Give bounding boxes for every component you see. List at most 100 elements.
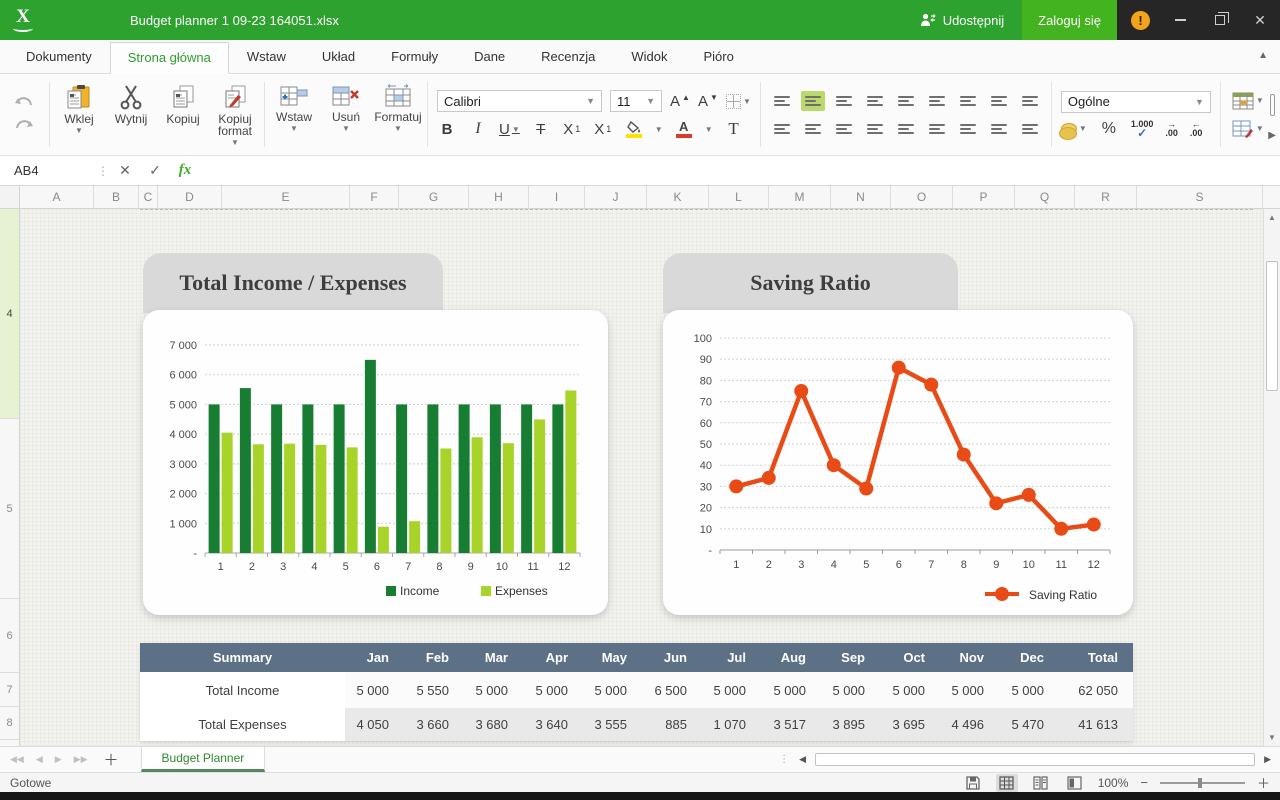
- table-header-nov[interactable]: Nov: [940, 643, 999, 672]
- decrease-indent-button[interactable]: [987, 119, 1011, 139]
- row-header-8[interactable]: 8: [0, 707, 19, 740]
- zoom-slider[interactable]: [1160, 782, 1245, 784]
- table-cell[interactable]: 5 000: [880, 672, 940, 708]
- fill-color-button[interactable]: [624, 121, 644, 138]
- table-cell[interactable]: 3 555: [583, 708, 642, 741]
- zoom-in-button[interactable]: ＋: [1257, 773, 1270, 792]
- subscript-button[interactable]: X1: [562, 119, 582, 139]
- increase-font-button[interactable]: A▲: [670, 91, 690, 111]
- menu-tab-wstaw[interactable]: Wstaw: [229, 41, 304, 73]
- menu-tab-widok[interactable]: Widok: [613, 41, 685, 73]
- text-direction-button[interactable]: [1018, 91, 1042, 111]
- table-header-summary[interactable]: Summary: [140, 643, 345, 672]
- scroll-right-icon[interactable]: ▶: [1261, 754, 1274, 765]
- sheet-tab-budget-planner[interactable]: Budget Planner: [141, 747, 266, 772]
- increase-indent-button[interactable]: [1018, 119, 1042, 139]
- undo-icon[interactable]: [14, 97, 34, 110]
- table-cell[interactable]: 3 695: [880, 708, 940, 741]
- table-style-button[interactable]: ▼: [1232, 91, 1264, 111]
- menu-tab-strona-glowna[interactable]: Strona główna: [110, 42, 229, 74]
- vertical-scrollbar[interactable]: ▲ ▼: [1263, 209, 1280, 746]
- saving-ratio-chart-card[interactable]: -102030405060708090100123456789101112Sav…: [663, 310, 1133, 615]
- table-cell[interactable]: 3 517: [761, 708, 821, 741]
- scroll-up-icon[interactable]: ▲: [1264, 209, 1280, 226]
- align-middle-button[interactable]: [801, 91, 825, 111]
- scrollbar-splitter[interactable]: ⋮: [779, 754, 790, 765]
- first-sheet-icon[interactable]: ◀◀: [0, 754, 30, 765]
- page-layout-view-icon[interactable]: [1030, 774, 1052, 792]
- table-cell[interactable]: 5 000: [583, 672, 642, 708]
- menu-tab-recenzja[interactable]: Recenzja: [523, 41, 613, 73]
- table-cell[interactable]: 6 500: [642, 672, 702, 708]
- column-header-o[interactable]: O: [891, 186, 953, 208]
- row-header-7[interactable]: 7: [0, 673, 19, 707]
- next-sheet-icon[interactable]: ▶: [49, 754, 68, 765]
- table-header-feb[interactable]: Feb: [404, 643, 464, 672]
- strikethrough-button[interactable]: T: [531, 119, 551, 139]
- fill-color-caret-icon[interactable]: ▼: [655, 125, 663, 134]
- underline-button[interactable]: U▼: [499, 119, 520, 139]
- format-painter-button[interactable]: Kopiuj format ▼: [209, 78, 261, 151]
- number-format-select[interactable]: Ogólne ▼: [1061, 91, 1211, 113]
- minimize-button[interactable]: [1160, 0, 1200, 40]
- conditional-format-button[interactable]: ▼: [1232, 119, 1264, 139]
- row-label-total-expenses[interactable]: Total Expenses: [140, 708, 345, 741]
- table-cell[interactable]: 62 050: [1059, 672, 1133, 708]
- increase-decimal-button[interactable]: → .00: [1165, 120, 1178, 138]
- copy-button[interactable]: Kopiuj: [157, 78, 209, 151]
- column-header-p[interactable]: P: [953, 186, 1015, 208]
- column-header-f[interactable]: F: [350, 186, 399, 208]
- zoom-out-button[interactable]: −: [1140, 775, 1148, 790]
- expand-panel-icon[interactable]: ▶: [1268, 130, 1276, 141]
- redo-icon[interactable]: [14, 120, 34, 133]
- table-header-apr[interactable]: Apr: [523, 643, 583, 672]
- align-left-button[interactable]: [770, 119, 794, 139]
- distributed-button[interactable]: [925, 119, 949, 139]
- table-cell[interactable]: 5 550: [404, 672, 464, 708]
- namebox-splitter[interactable]: ⋮: [96, 164, 110, 178]
- table-header-oct[interactable]: Oct: [880, 643, 940, 672]
- column-header-l[interactable]: L: [709, 186, 769, 208]
- table-cell[interactable]: 3 680: [464, 708, 523, 741]
- page-break-view-icon[interactable]: [1064, 774, 1086, 792]
- italic-button[interactable]: I: [468, 119, 488, 139]
- warning-badge-icon[interactable]: !: [1131, 11, 1150, 30]
- column-header-g[interactable]: G: [399, 186, 469, 208]
- align-bottom-button[interactable]: [832, 91, 856, 111]
- font-color-button[interactable]: A: [674, 120, 694, 138]
- save-view-icon[interactable]: [962, 774, 984, 792]
- table-cell[interactable]: 5 000: [761, 672, 821, 708]
- menu-tab-dokumenty[interactable]: Dokumenty: [8, 41, 110, 73]
- column-header-j[interactable]: J: [585, 186, 647, 208]
- table-header-may[interactable]: May: [583, 643, 642, 672]
- insert-cells-button[interactable]: Wstaw ▼: [268, 78, 320, 151]
- merge-cells-button[interactable]: [987, 91, 1011, 111]
- justify-button[interactable]: [894, 119, 918, 139]
- side-panel-strip-icon[interactable]: [1270, 94, 1275, 116]
- vertical-scroll-thumb[interactable]: [1266, 261, 1278, 391]
- share-button[interactable]: Udostępnij: [902, 0, 1022, 40]
- confirm-entry-icon[interactable]: ✓: [140, 162, 170, 179]
- table-cell[interactable]: 3 895: [821, 708, 880, 741]
- superscript-button[interactable]: X1: [593, 119, 613, 139]
- table-cell[interactable]: 1 070: [702, 708, 761, 741]
- scroll-left-icon[interactable]: ◀: [796, 754, 809, 765]
- row-header-5[interactable]: 5: [0, 419, 19, 599]
- column-header-m[interactable]: M: [769, 186, 831, 208]
- text-effects-button[interactable]: T: [724, 119, 744, 139]
- align-right-button[interactable]: [832, 119, 856, 139]
- menu-tab-uklad[interactable]: Układ: [304, 41, 373, 73]
- column-header-e[interactable]: E: [222, 186, 350, 208]
- table-cell[interactable]: 5 470: [999, 708, 1059, 741]
- bold-button[interactable]: B: [437, 119, 457, 139]
- align-top-button[interactable]: [770, 91, 794, 111]
- column-header-q[interactable]: Q: [1015, 186, 1075, 208]
- table-header-total[interactable]: Total: [1059, 643, 1133, 672]
- column-header-k[interactable]: K: [647, 186, 709, 208]
- column-header-i[interactable]: I: [529, 186, 585, 208]
- zoom-slider-handle[interactable]: [1198, 778, 1202, 788]
- format-cells-button[interactable]: Formatuj ▼: [372, 78, 424, 151]
- table-cell[interactable]: 5 000: [702, 672, 761, 708]
- select-all-corner[interactable]: [0, 186, 20, 208]
- font-color-caret-icon[interactable]: ▼: [705, 125, 713, 134]
